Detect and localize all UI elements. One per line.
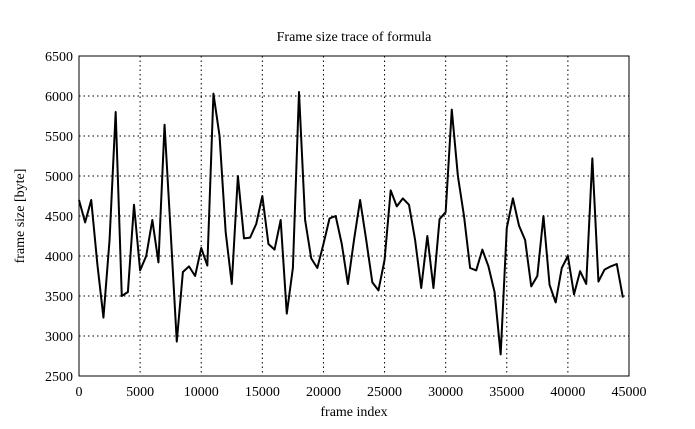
x-tick-label: 5000 (126, 385, 154, 400)
data-line (78, 91, 624, 356)
y-tick-label: 4000 (45, 250, 73, 265)
y-tick-label: 4500 (45, 210, 73, 225)
y-tick-label: 3000 (45, 330, 73, 345)
x-tick-label: 10000 (184, 385, 219, 400)
y-axis-label: frame size [byte] (13, 169, 28, 264)
y-tick-label: 3500 (45, 290, 73, 305)
chart-title: Frame size trace of formula (277, 30, 432, 45)
y-tick-label: 5000 (45, 170, 73, 185)
y-tick-label: 2500 (45, 370, 73, 385)
plot-frame (78, 55, 630, 377)
x-tick-label: 0 (76, 385, 83, 400)
x-tick-label: 35000 (489, 385, 524, 400)
y-tick-label: 5500 (45, 130, 73, 145)
x-tick-label: 25000 (367, 385, 402, 400)
x-tick-label: 20000 (306, 385, 341, 400)
x-tick-label: 30000 (428, 385, 463, 400)
y-tick-label: 6000 (45, 90, 73, 105)
x-axis-label: frame index (320, 405, 387, 420)
x-tick-label: 40000 (550, 385, 585, 400)
x-tick-label: 15000 (245, 385, 280, 400)
x-tick-label: 45000 (612, 385, 647, 400)
y-tick-label: 6500 (45, 50, 73, 65)
